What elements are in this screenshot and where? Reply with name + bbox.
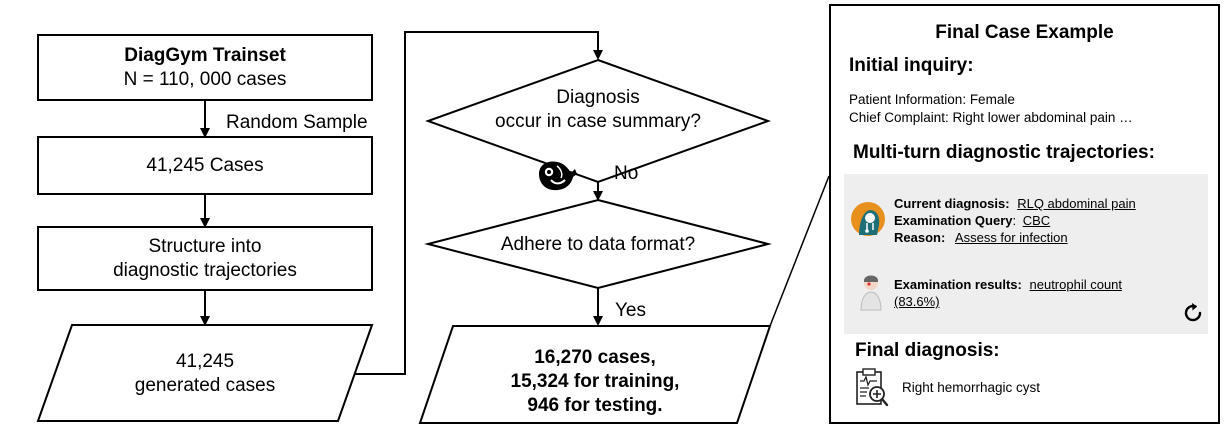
exam-query-label: Examination Query	[894, 213, 1013, 228]
multi-turn-heading: Multi-turn diagnostic trajectories:	[853, 142, 1155, 163]
reason-row: Reason: Assess for infection	[894, 230, 1068, 245]
trainset-title: DiagGym Trainset	[124, 45, 286, 66]
generated-cases-parallelogram	[36, 324, 374, 422]
generated-label-line2: generated cases	[134, 375, 276, 396]
patient-info: Patient Information: Female	[849, 92, 1015, 107]
decision1-label-line1: Diagnosis	[556, 87, 640, 108]
reason-label: Reason:	[894, 230, 946, 245]
patient-avatar-icon	[860, 275, 882, 311]
exam-query-colon: :	[1012, 213, 1017, 228]
whale-logo-icon	[539, 161, 577, 191]
exam-results-label: Examination results:	[894, 277, 1022, 292]
no-label: No	[614, 163, 639, 184]
exam-results-value-cont: (83.6%)	[894, 294, 940, 309]
final-case-panel: Final Case Example Initial inquiry: Pati…	[829, 4, 1220, 424]
refresh-icon	[1184, 303, 1202, 322]
initial-inquiry-heading: Initial inquiry:	[849, 55, 974, 76]
panel-title: Final Case Example	[935, 22, 1114, 43]
final-diagnosis-value: Right hemorrhagic cyst	[902, 380, 1041, 395]
exam-query-row: Examination Query: CBC	[894, 213, 1050, 228]
trainset-count: N = 110, 000 cases	[123, 69, 287, 90]
final-label-line1: 16,270 cases,	[534, 347, 656, 368]
decision1-label-line2: occur in case summary?	[495, 111, 701, 132]
chief-complaint: Chief Complaint: Right lower abdominal p…	[849, 110, 1133, 125]
yes-label: Yes	[615, 300, 646, 321]
trainset-box	[37, 34, 373, 101]
generated-label-line1: 41,245	[175, 351, 235, 372]
current-diagnosis-row: Current diagnosis: RLQ abdominal pain	[894, 196, 1136, 211]
structure-label-line1: Structure into	[148, 236, 262, 257]
final-label-line3: 946 for testing.	[527, 395, 663, 416]
random-sample-label: Random Sample	[226, 112, 368, 133]
reason-value: Assess for infection	[954, 230, 1068, 245]
final-diagnosis-heading: Final diagnosis:	[855, 340, 1000, 361]
clipboard-report-icon	[856, 368, 889, 407]
doctor-avatar-icon	[851, 202, 885, 236]
structure-label-line2: diagnostic trajectories	[113, 260, 297, 281]
final-label-line2: 15,324 for training,	[510, 371, 680, 392]
exam-query-value: CBC	[1022, 213, 1051, 228]
cases-label: 41,245 Cases	[146, 155, 264, 176]
exam-results-row: Examination results: neutrophil count	[894, 277, 1122, 292]
cases-box	[37, 136, 373, 195]
exam-results-value: neutrophil count	[1029, 277, 1123, 292]
final-dataset-parallelogram	[418, 325, 772, 424]
callout-line-top	[769, 175, 830, 327]
trajectory-box: Current diagnosis: RLQ abdominal pain Ex…	[844, 174, 1208, 334]
decision2-label: Adhere to data format?	[500, 234, 696, 255]
current-diagnosis-label: Current diagnosis:	[894, 196, 1010, 211]
connector-generated-to-decision	[355, 31, 603, 375]
current-diagnosis-value: RLQ abdominal pain	[1017, 196, 1136, 211]
